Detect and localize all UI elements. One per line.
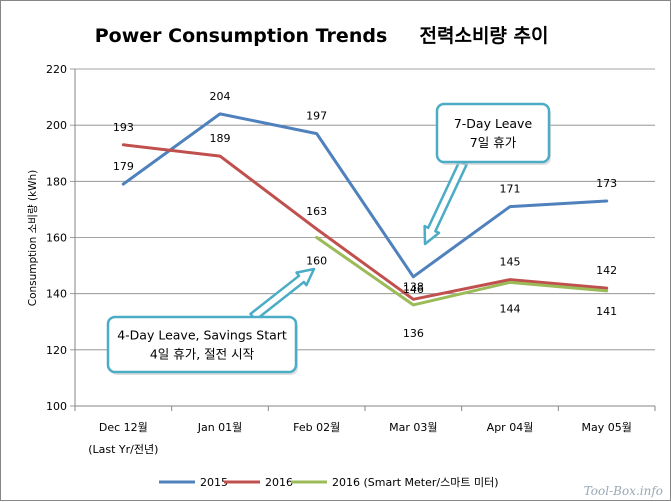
data-label: 145 xyxy=(500,256,521,269)
watermark: Tool-Box.info xyxy=(584,484,663,498)
data-label: 146 xyxy=(403,283,424,296)
callout-4-day-leave-box xyxy=(106,315,298,374)
data-label: 189 xyxy=(210,132,231,145)
y-axis-label: Consumption 소비량 (kWh) xyxy=(27,170,39,307)
data-label: 136 xyxy=(403,327,424,340)
callout-7-day-leave-arrow xyxy=(423,160,468,246)
y-tick-label: 220 xyxy=(46,63,67,76)
x-tick-label: May 05월 xyxy=(581,421,631,434)
data-label: 179 xyxy=(113,160,134,173)
legend-2016-smart-meter-label: 2016 (Smart Meter/스마트 미터) xyxy=(332,476,499,489)
data-label: 204 xyxy=(210,90,231,103)
data-label: 160 xyxy=(306,255,327,268)
y-tick-label: 200 xyxy=(46,119,67,132)
data-label: 144 xyxy=(500,302,521,315)
callout-7-day-leave-box xyxy=(435,102,551,164)
callout-7-day-leave-line-2: 7일 휴가 xyxy=(470,135,517,150)
y-tick-label: 100 xyxy=(46,400,67,413)
series-2016-line xyxy=(121,143,609,301)
chart-title: Power Consumption Trends xyxy=(95,25,388,47)
y-tick-labels: 100 120 140 160 180 200 220 xyxy=(46,63,67,413)
y-tick-label: 180 xyxy=(46,175,67,188)
axes xyxy=(74,69,656,411)
x-tick-label: Dec 12월 xyxy=(99,421,148,434)
data-label: 138 xyxy=(403,280,424,293)
legend-2015-label: 2015 xyxy=(200,476,228,489)
series-lines xyxy=(121,112,609,307)
legend-2016-label: 2016 xyxy=(265,476,293,489)
data-label: 173 xyxy=(596,177,617,190)
x-tick-sublabel: (Last Yr/전년) xyxy=(88,443,158,456)
data-label: 171 xyxy=(500,183,521,196)
y-tick-label: 140 xyxy=(46,288,67,301)
callout-4-day-leave-line-1: 4-Day Leave, Savings Start xyxy=(117,328,287,343)
data-label: 141 xyxy=(596,305,617,318)
series-2016-smart-meter-line xyxy=(315,236,609,307)
series-2015-line xyxy=(121,112,609,279)
y-tick-label: 120 xyxy=(46,344,67,357)
data-label: 163 xyxy=(306,205,327,218)
x-tick-label: Mar 03월 xyxy=(389,421,437,434)
x-tick-label: Feb 02월 xyxy=(293,421,340,434)
data-label: 142 xyxy=(596,264,617,277)
data-labels: 179 204 197 146 171 173 193 189 163 138 145 142 160 1… xyxy=(113,90,617,340)
annotations: 7-Day Leave 7일 휴가 4-Day Leave, Savings Sta… xyxy=(106,102,551,375)
chart-title-korean: 전력소비량 추이 xyxy=(420,25,549,47)
x-tick-label: Jan 01월 xyxy=(197,421,243,434)
x-tick-label: Apr 04월 xyxy=(487,421,534,434)
y-tick-label: 160 xyxy=(46,232,67,245)
data-label: 193 xyxy=(113,121,134,134)
legend: 2015 2016 2016 (Smart Meter/스마트 미터) xyxy=(159,476,499,489)
callout-4-day-leave-line-2: 4일 휴가, 절전 시작 xyxy=(150,347,255,362)
callout-7-day-leave-line-1: 7-Day Leave xyxy=(454,116,533,131)
callout-4-day-leave-arrow xyxy=(249,267,316,322)
x-tick-labels: Dec 12월 (Last Yr/전년) Jan 01월 Feb 02월 Mar 03월… xyxy=(88,421,632,456)
data-label: 197 xyxy=(306,110,327,123)
